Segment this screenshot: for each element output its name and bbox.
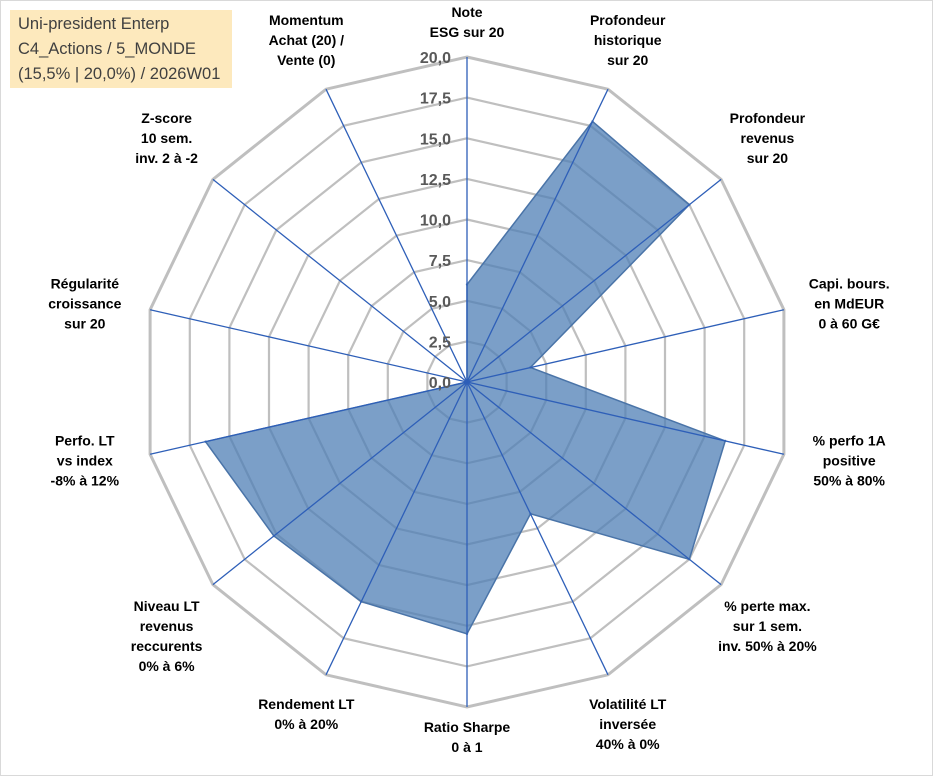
axis-label-line: inv. 50% à 20% (718, 638, 817, 654)
axis-spoke (466, 381, 785, 455)
tick-label: 15,0 (420, 131, 451, 148)
axis-label-line: reccurents (131, 638, 203, 654)
axis-label: Perfo. LT vs index -8% à 12% (51, 433, 120, 489)
axis-label-line: -8% à 12% (51, 473, 120, 489)
axis-label: Volatilité LT inversée 40% à 0% (589, 696, 667, 752)
axis-label-line: sur 20 (64, 316, 105, 332)
axis-label: Niveau LT revenus reccurents 0% à 6% (131, 598, 203, 674)
axis-label-line: inversée (599, 716, 656, 732)
axis-label-line: Ratio Sharpe (424, 719, 511, 735)
axis-label-line: en MdEUR (814, 296, 884, 312)
axis-label-line: 10 sem. (141, 130, 192, 146)
axis-spoke (466, 309, 785, 383)
tick-label: 12,5 (420, 172, 451, 189)
axis-label: Note ESG sur 20 (430, 4, 505, 40)
axis-label: Régularité croissance sur 20 (48, 276, 121, 332)
axis-label-line: 0 à 1 (451, 739, 482, 755)
axis-label: Profondeur historique sur 20 (590, 12, 666, 68)
info-category: C4_Actions / 5_MONDE (18, 40, 196, 58)
info-company-name: Uni-president Enterp (18, 15, 170, 33)
axis-label-line: 0% à 20% (274, 716, 338, 732)
axis-spoke (325, 88, 468, 383)
axis-label-line: revenus (741, 130, 795, 146)
axis-label-line: Vente (0) (277, 52, 335, 68)
tick-label: 7,5 (429, 253, 451, 270)
axis-spoke (212, 381, 468, 586)
radar-spokes (149, 57, 785, 707)
axis-label-line: sur 20 (747, 150, 788, 166)
axis-label-line: Capi. bours. (809, 276, 890, 292)
axis-label-line: historique (594, 32, 662, 48)
axis-label-line: Profondeur (590, 12, 666, 28)
axis-label-line: Volatilité LT (589, 696, 667, 712)
axis-label-line: revenus (140, 618, 194, 634)
axis-label-line: Niveau LT (134, 598, 200, 614)
tick-label: 2,5 (429, 334, 451, 351)
axis-label: % perfo 1A positive 50% à 80% (813, 433, 886, 489)
axis-label-line: Profondeur (730, 110, 806, 126)
tick-label: 5,0 (429, 294, 451, 311)
tick-label: 20,0 (420, 50, 451, 67)
axis-label-line: inv. 2 à -2 (135, 150, 198, 166)
axis-spoke (466, 381, 722, 586)
axis-spoke (466, 178, 722, 383)
axis-label-line: 50% à 80% (813, 473, 885, 489)
axis-label-line: 40% à 0% (596, 736, 660, 752)
axis-label-line: sur 1 sem. (733, 618, 802, 634)
axis-label: % perte max. sur 1 sem. inv. 50% à 20% (718, 598, 817, 654)
tick-label: 10,0 (420, 213, 451, 230)
axis-label-line: Régularité (51, 276, 120, 292)
axis-label-line: Note (451, 4, 482, 20)
tick-label: 17,5 (420, 91, 451, 108)
axis-spoke (212, 178, 468, 383)
axis-label: Profondeur revenus sur 20 (730, 110, 806, 166)
axis-spoke (149, 381, 468, 455)
axis-label-line: Perfo. LT (55, 433, 115, 449)
axis-label: Z-score 10 sem. inv. 2 à -2 (135, 110, 198, 166)
axis-label-line: croissance (48, 296, 121, 312)
axis-label-line: % perte max. (724, 598, 810, 614)
tick-label: 0,0 (429, 375, 451, 392)
axis-label-line: positive (823, 453, 876, 469)
axis-label-line: % perfo 1A (813, 433, 886, 449)
axis-label-line: vs index (57, 453, 113, 469)
axis-spoke (149, 309, 468, 383)
axis-label-line: Achat (20) / (269, 32, 345, 48)
axis-label-line: sur 20 (607, 52, 648, 68)
axis-label: Rendement LT 0% à 20% (258, 696, 355, 732)
axis-label-line: Z-score (141, 110, 192, 126)
axis-label: Momentum Achat (20) / Vente (0) (269, 12, 345, 68)
axis-label-line: 0 à 60 G€ (818, 316, 880, 332)
info-params: (15,5% | 20,0%) / 2026W01 (18, 65, 221, 83)
axis-spoke (466, 381, 609, 676)
info-box: Uni-president Enterp C4_Actions / 5_MOND… (10, 10, 232, 88)
axis-label-line: Momentum (269, 12, 344, 28)
axis-label-line: 0% à 6% (139, 658, 196, 674)
axis-label: Capi. bours. en MdEUR 0 à 60 G€ (809, 276, 890, 332)
axis-spoke (466, 88, 609, 383)
axis-label-line: ESG sur 20 (430, 24, 505, 40)
axis-label-line: Rendement LT (258, 696, 355, 712)
axis-label: Ratio Sharpe 0 à 1 (424, 719, 511, 755)
axis-spoke (325, 381, 468, 676)
